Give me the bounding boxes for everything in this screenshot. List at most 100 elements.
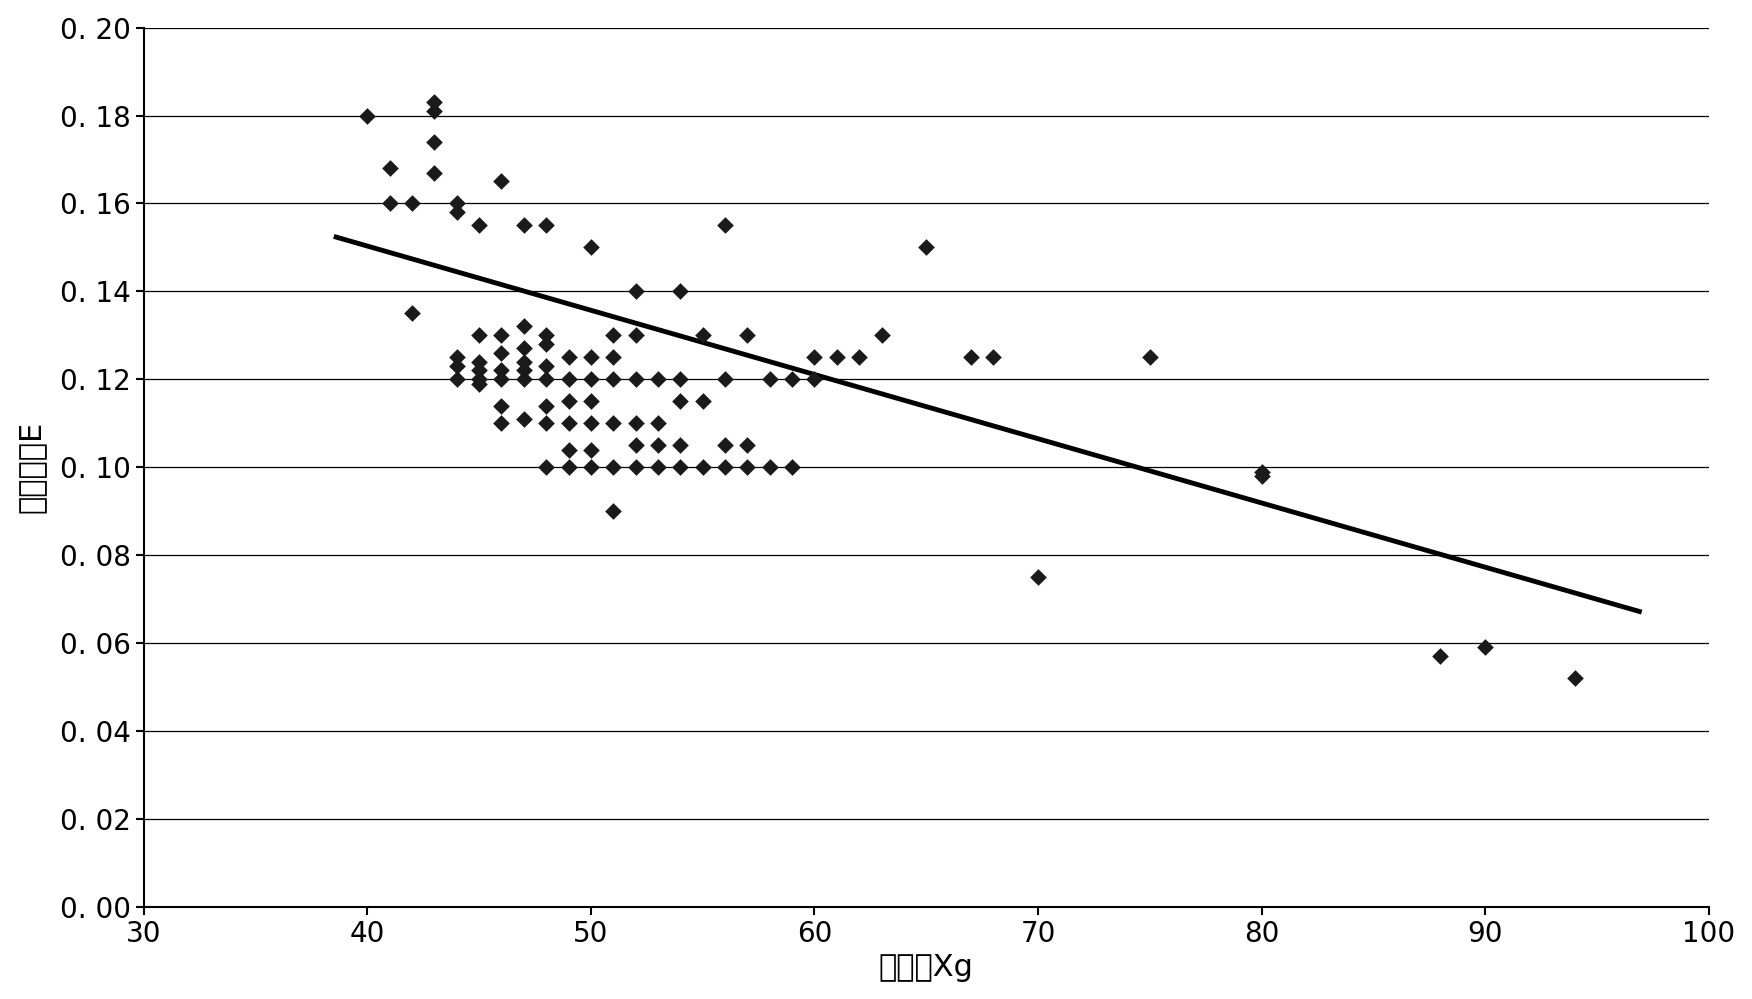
Point [487, 416, 515, 432]
Point [420, 94, 449, 110]
Point [375, 196, 403, 212]
Point [622, 372, 650, 388]
Point [555, 442, 583, 458]
Point [711, 218, 739, 234]
Y-axis label: 色素含量E: 色素含量E [18, 421, 46, 513]
Point [533, 460, 561, 476]
Point [464, 372, 492, 388]
Point [622, 438, 650, 454]
Point [464, 218, 492, 234]
Point [533, 328, 561, 344]
Point [576, 442, 604, 458]
Point [666, 438, 694, 454]
Point [711, 438, 739, 454]
Point [555, 460, 583, 476]
Point [666, 460, 694, 476]
Point [510, 319, 538, 335]
Point [645, 438, 673, 454]
Point [375, 160, 403, 176]
Point [666, 284, 694, 300]
Point [1426, 648, 1454, 664]
Point [443, 196, 471, 212]
Point [510, 363, 538, 379]
Point [666, 372, 694, 388]
Point [1472, 639, 1500, 655]
Point [734, 328, 762, 344]
Point [599, 460, 627, 476]
Point [599, 350, 627, 366]
Point [823, 350, 851, 366]
Point [487, 363, 515, 379]
X-axis label: 灰度値Xg: 灰度値Xg [880, 953, 974, 982]
Point [420, 103, 449, 119]
Point [533, 336, 561, 352]
Point [1135, 350, 1163, 366]
Point [555, 394, 583, 410]
Point [555, 416, 583, 432]
Point [1247, 464, 1275, 480]
Point [622, 460, 650, 476]
Point [510, 218, 538, 234]
Point [689, 394, 717, 410]
Point [622, 416, 650, 432]
Point [398, 306, 426, 322]
Point [778, 372, 806, 388]
Point [464, 354, 492, 370]
Point [599, 416, 627, 432]
Point [913, 240, 941, 256]
Point [487, 372, 515, 388]
Point [734, 460, 762, 476]
Point [533, 358, 561, 374]
Point [645, 416, 673, 432]
Point [957, 350, 985, 366]
Point [354, 108, 382, 124]
Point [576, 372, 604, 388]
Point [510, 411, 538, 427]
Point [711, 372, 739, 388]
Point [844, 350, 872, 366]
Point [689, 328, 717, 344]
Point [599, 503, 627, 519]
Point [533, 416, 561, 432]
Point [533, 218, 561, 234]
Point [464, 363, 492, 379]
Point [801, 350, 829, 366]
Point [576, 394, 604, 410]
Point [734, 438, 762, 454]
Point [510, 341, 538, 357]
Point [645, 460, 673, 476]
Point [576, 460, 604, 476]
Point [533, 398, 561, 414]
Point [1247, 468, 1275, 484]
Point [443, 372, 471, 388]
Point [645, 372, 673, 388]
Point [420, 165, 449, 181]
Point [555, 350, 583, 366]
Point [1023, 569, 1051, 585]
Point [487, 328, 515, 344]
Point [443, 358, 471, 374]
Point [622, 284, 650, 300]
Point [666, 394, 694, 410]
Point [464, 376, 492, 392]
Point [622, 328, 650, 344]
Point [755, 372, 783, 388]
Point [576, 416, 604, 432]
Point [555, 372, 583, 388]
Point [576, 350, 604, 366]
Point [778, 460, 806, 476]
Point [801, 372, 829, 388]
Point [487, 345, 515, 361]
Point [443, 350, 471, 366]
Point [464, 328, 492, 344]
Point [867, 328, 895, 344]
Point [487, 174, 515, 190]
Point [599, 328, 627, 344]
Point [510, 354, 538, 370]
Point [599, 372, 627, 388]
Point [979, 350, 1007, 366]
Point [576, 240, 604, 256]
Point [398, 196, 426, 212]
Point [487, 398, 515, 414]
Point [533, 372, 561, 388]
